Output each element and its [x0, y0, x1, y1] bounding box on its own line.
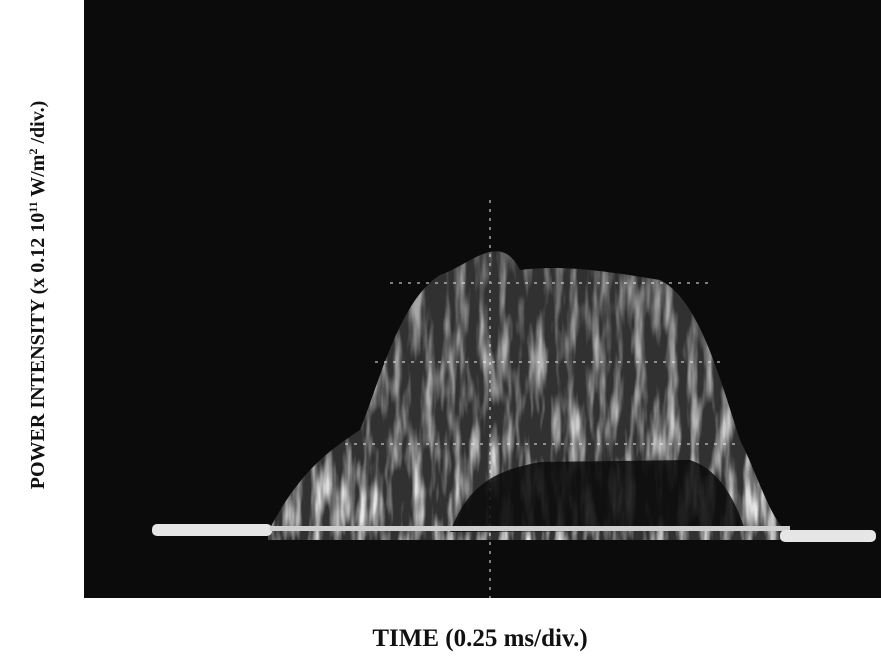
baseline-right — [780, 530, 876, 542]
baseline-mid — [270, 526, 790, 531]
y-label-text: W/m — [27, 154, 49, 201]
y-label-text: /div.) — [27, 101, 49, 149]
y-label-text: POWER INTENSITY (x 0.12 10 — [27, 213, 49, 490]
signal-trace — [152, 251, 876, 542]
y-label-exponent: 11 — [26, 201, 40, 212]
y-axis-label: POWER INTENSITY (x 0.12 1011 W/m2 /div.) — [26, 86, 49, 515]
y-label-exponent: 2 — [26, 149, 40, 155]
x-axis-label: TIME (0.25 ms/div.) — [372, 625, 587, 652]
baseline-left — [152, 524, 272, 536]
